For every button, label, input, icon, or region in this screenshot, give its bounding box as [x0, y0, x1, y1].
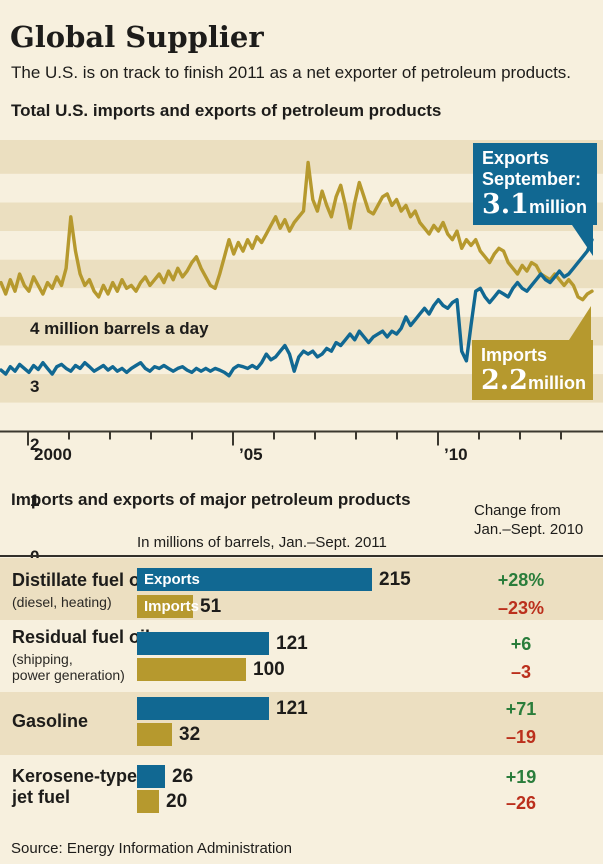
bar-table-title: Imports and exports of major petroleum p… [11, 490, 411, 509]
exports-callout-line1: Exports [482, 148, 550, 168]
exports-bar [137, 765, 165, 788]
exports-change: +71 [505, 699, 537, 719]
imports-value: 20 [166, 791, 188, 812]
bar-table-unit-note: In millions of barrels, Jan.–Sept. 2011 [137, 534, 387, 551]
imports-bar: Imports [137, 595, 200, 618]
exports-callout-value: 3.1million [482, 189, 587, 220]
y-tick-3: 3 [30, 377, 40, 396]
table-row-gasoline: Gasoline 121 32 +71 –19 [0, 692, 603, 755]
exports-value: 121 [276, 633, 308, 654]
imports-value: 51 [200, 596, 222, 617]
exports-value: 26 [172, 766, 194, 787]
exports-callout-line2: September: [482, 169, 582, 189]
imports-bar-label: Imports [144, 598, 200, 615]
exports-value: 121 [276, 698, 308, 719]
exports-bar: Exports [137, 568, 372, 591]
source-note: Source: Energy Information Administratio… [11, 840, 292, 857]
imports-callout: Imports 2.2million [472, 306, 593, 400]
exports-bar [137, 632, 269, 655]
imports-bar [137, 658, 246, 681]
row-label: Residual fuel oil [12, 627, 151, 647]
exports-callout-pointer [572, 225, 593, 256]
imports-change: –23% [497, 598, 545, 618]
exports-change: +28% [497, 570, 545, 590]
imports-change: –3 [510, 662, 532, 682]
line-chart: 4 million barrels a day 3 2 1 0 2000 ’05… [0, 140, 603, 566]
row-label: Gasoline [12, 711, 89, 731]
line-chart-title: Total U.S. imports and exports of petrol… [11, 101, 442, 120]
row-label: Kerosene-type jet fuel [12, 766, 138, 807]
page-title: Global Supplier [10, 20, 264, 54]
table-row-distillate: Distillate fuel oil (diesel, heating) Ex… [0, 558, 603, 620]
row-sublabel: power generation) [12, 667, 125, 683]
imports-change: –26 [505, 793, 537, 813]
exports-change: +6 [510, 634, 532, 654]
table-row-residual: Residual fuel oil (shipping, power gener… [0, 620, 603, 692]
row-sublabel: (diesel, heating) [12, 594, 112, 610]
table-top-rule [0, 555, 603, 557]
imports-value: 100 [253, 659, 285, 680]
x-tick-05: ’05 [239, 445, 263, 464]
table-row-kerosene: Kerosene-type jet fuel 26 20 +19 –26 [0, 755, 603, 822]
row-sublabel: (shipping, [12, 651, 73, 667]
change-column-header: Change from Jan.–Sept. 2010 [474, 502, 584, 538]
y-tick-2: 2 [30, 435, 40, 454]
imports-bar [137, 790, 159, 813]
exports-bar [137, 697, 269, 720]
x-tick-10: ’10 [444, 445, 468, 464]
exports-callout: Exports September: 3.1million [473, 143, 597, 256]
imports-callout-line1: Imports [481, 345, 548, 365]
x-tick-2000: 2000 [34, 445, 72, 464]
exports-value: 215 [379, 569, 411, 590]
imports-callout-value: 2.2million [481, 365, 586, 396]
exports-change: +19 [505, 767, 537, 787]
y-tick-1: 1 [30, 491, 40, 510]
imports-value: 32 [179, 724, 201, 745]
imports-change: –19 [505, 727, 537, 747]
page-subtitle: The U.S. is on track to finish 2011 as a… [11, 63, 572, 82]
exports-bar-label: Exports [144, 571, 200, 588]
imports-callout-pointer [569, 306, 591, 340]
row-label: Distillate fuel oil [12, 570, 151, 590]
imports-bar [137, 723, 172, 746]
y-axis-top-label: 4 million barrels a day [30, 319, 209, 338]
